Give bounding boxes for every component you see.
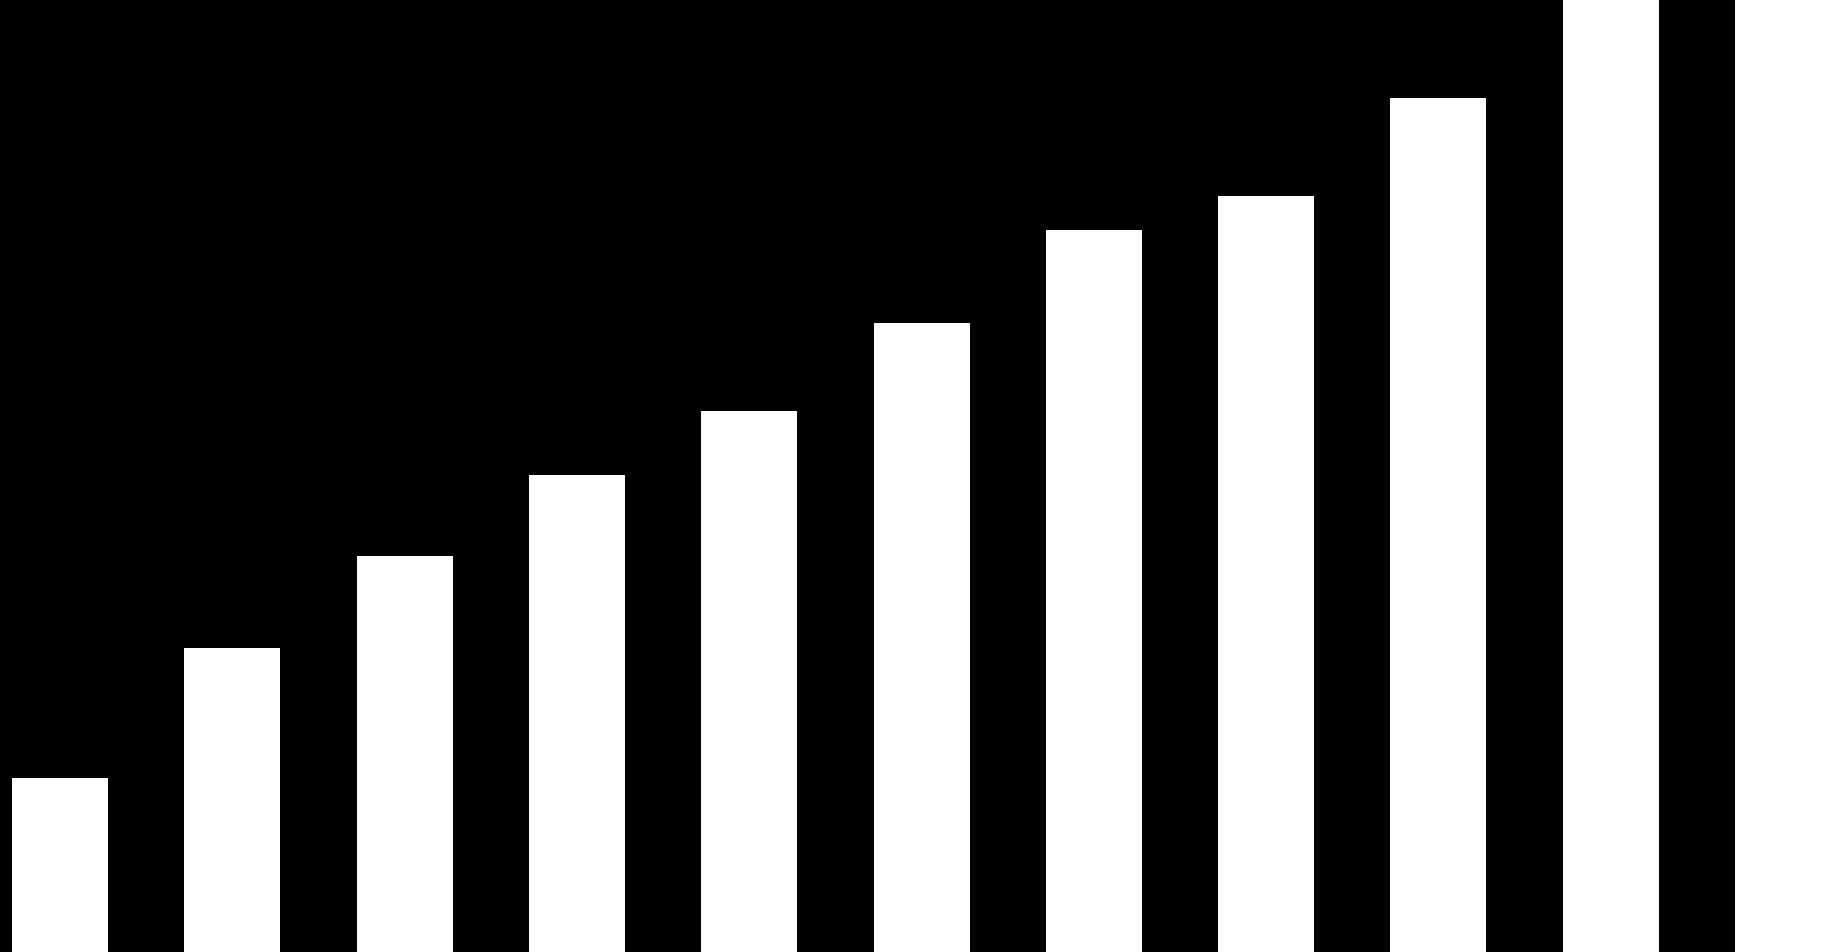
bar-slot: [1735, 0, 1843, 952]
bar: [1218, 196, 1314, 952]
bar: [12, 778, 108, 952]
bar-slot: [184, 0, 280, 952]
bar-slot: [1563, 0, 1659, 952]
bar: [1046, 230, 1142, 952]
bar: [357, 556, 453, 952]
bar-slot: [874, 0, 970, 952]
bar-slot: [1390, 0, 1486, 952]
bar-slot: [1046, 0, 1142, 952]
bar: [1563, 0, 1659, 952]
bar-slot: [12, 0, 108, 952]
bar: [701, 411, 797, 952]
bar: [184, 648, 280, 952]
bar: [874, 323, 970, 952]
bar: [1390, 98, 1486, 952]
bar: [1735, 0, 1843, 952]
bars-area: [0, 0, 1843, 952]
bar-slot: [701, 0, 797, 952]
bar-chart: [0, 0, 1843, 952]
bar-slot: [1218, 0, 1314, 952]
bar-slot: [357, 0, 453, 952]
bar: [529, 475, 625, 952]
bar-slot: [529, 0, 625, 952]
